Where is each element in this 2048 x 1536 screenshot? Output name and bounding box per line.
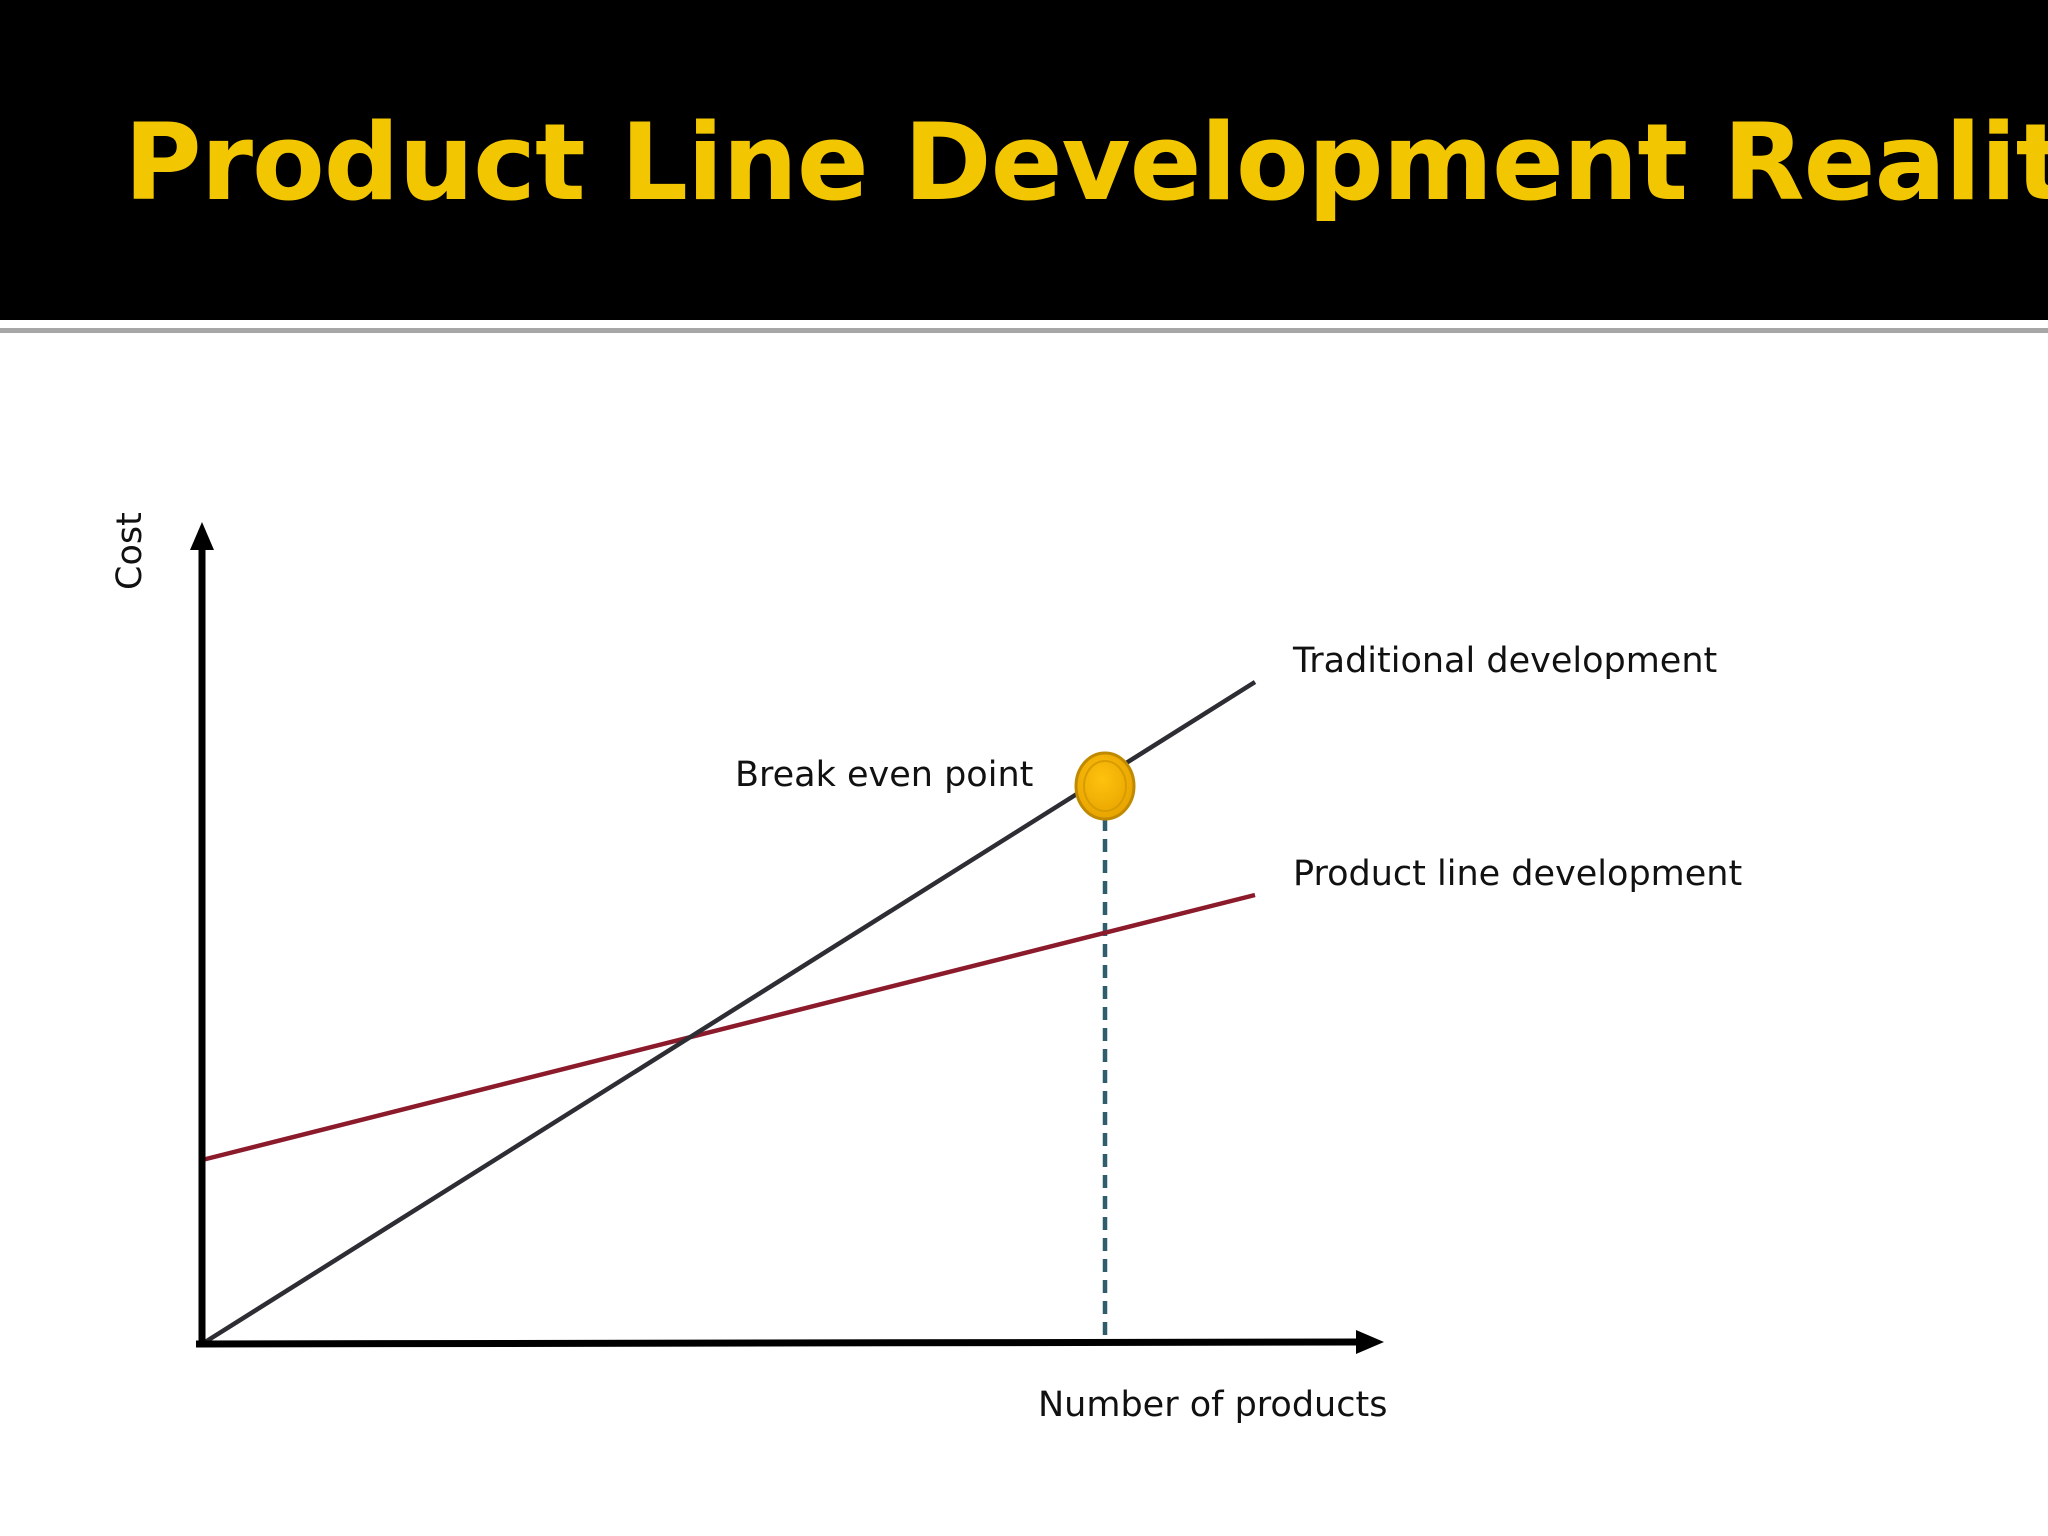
y-axis-arrowhead — [190, 522, 214, 550]
product-line-development-line — [201, 892, 1256, 1163]
break-even-point-label: Break even point — [735, 755, 1033, 795]
slide-title: Product Line Development Reality — [124, 101, 2048, 224]
title-divider-gray — [0, 328, 2048, 333]
title-bar: Product Line Development Reality — [0, 0, 2048, 320]
break-even-marker — [1074, 751, 1136, 821]
title-divider-white — [0, 320, 2048, 328]
product-line-development-label: Product line development — [1293, 854, 1742, 894]
x-axis — [195, 1338, 1361, 1348]
x-axis-arrowhead — [1356, 1330, 1384, 1354]
break-even-marker-inner — [1083, 760, 1127, 812]
x-axis-label: Number of products — [1038, 1385, 1387, 1425]
traditional-development-label: Traditional development — [1292, 641, 1717, 681]
y-axis-label: Cost — [110, 512, 150, 590]
